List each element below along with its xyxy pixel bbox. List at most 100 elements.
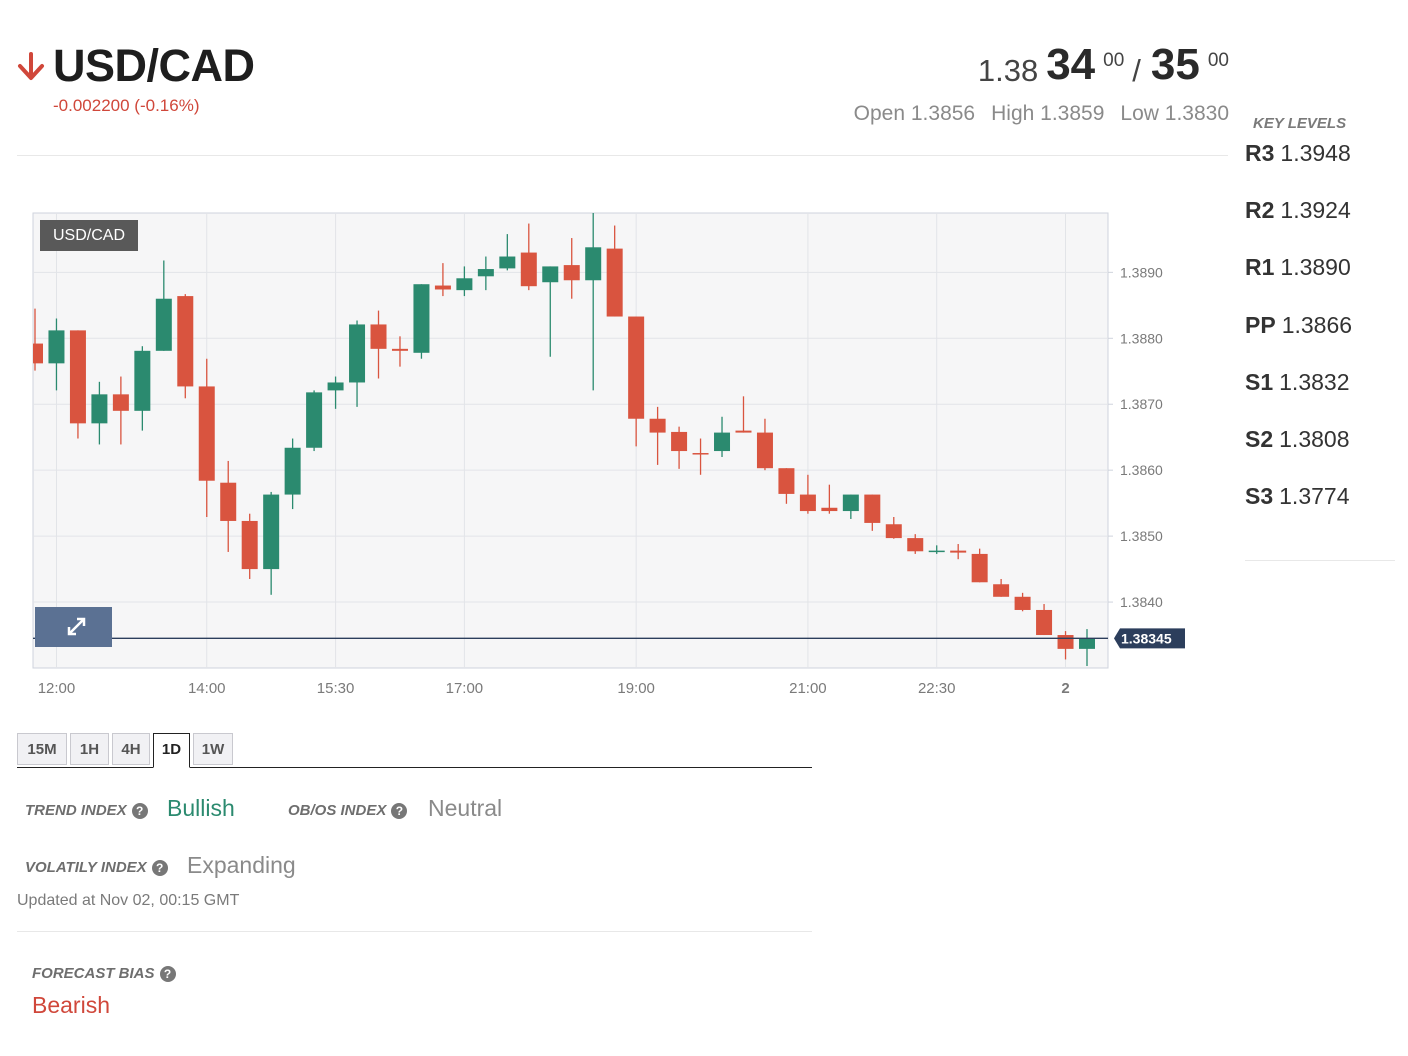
last-price-label: 1.38345	[1121, 630, 1172, 646]
candle-body	[33, 343, 43, 364]
candle-body	[950, 550, 967, 553]
candle-body	[198, 386, 215, 481]
candle-body	[563, 265, 580, 281]
bid-fraction: 00	[1103, 50, 1125, 71]
expand-icon[interactable]	[67, 617, 86, 636]
x-tick-label: 17:00	[446, 680, 484, 697]
candle-body	[735, 430, 752, 433]
key-level-label: R3	[1245, 140, 1275, 166]
candle-body	[391, 348, 408, 351]
help-icon[interactable]: ?	[131, 802, 148, 819]
y-tick-label: 1.3890	[1120, 264, 1163, 280]
ask-fraction: 00	[1207, 50, 1229, 71]
candle-body	[327, 382, 344, 391]
trend-value: Bullish	[167, 795, 235, 821]
trend-index: TREND INDEX?	[25, 802, 148, 819]
x-tick-label: 12:00	[38, 680, 76, 697]
candle-body	[1014, 596, 1031, 610]
candle-body	[585, 247, 602, 281]
plot-area	[32, 212, 1109, 669]
candle-body	[349, 324, 366, 383]
candle-body	[284, 447, 301, 495]
candle-body	[413, 284, 430, 353]
candle-body	[928, 550, 945, 553]
chart: 1.3840 1.3850 1.3860 1.3870 1.3880 1.3890 12:0…	[32, 212, 1185, 697]
timeframe-tab[interactable]: 1W	[193, 733, 233, 765]
separator: /	[1132, 53, 1141, 88]
bid-pips: 34	[1046, 40, 1096, 89]
obos-value: Neutral	[428, 795, 503, 821]
help-icon[interactable]: ?	[391, 802, 408, 819]
volatility-label: VOLATILY INDEX	[25, 859, 147, 876]
expand-button-bg[interactable]	[35, 607, 112, 647]
candle-body	[306, 392, 323, 448]
help-icon[interactable]: ?	[151, 859, 168, 876]
chart-title: USD/CAD	[53, 227, 125, 244]
candle-body	[907, 538, 924, 552]
candle-body	[649, 418, 666, 433]
candle-body	[69, 330, 86, 424]
candle-body	[241, 520, 258, 570]
candle-body	[520, 252, 537, 287]
key-level: S3 1.3774	[1245, 483, 1350, 510]
chart-badge	[40, 220, 138, 251]
key-level-value: 1.3866	[1281, 311, 1353, 338]
candle-body	[756, 432, 773, 469]
timeframe-tab[interactable]: 1D	[153, 733, 190, 768]
candle-body	[434, 285, 451, 290]
candle-body	[177, 296, 194, 387]
ohlc-item: Low 1.3830	[1120, 102, 1229, 126]
candle-body	[993, 584, 1010, 597]
key-level-value: 1.3832	[1279, 368, 1350, 395]
candle-body	[628, 316, 645, 419]
key-level-value: 1.3890	[1280, 254, 1351, 281]
candle-body	[134, 350, 151, 411]
ohlc-item: Open 1.3856	[854, 102, 975, 126]
candle-body	[1079, 638, 1095, 649]
timeframe-tab[interactable]: 4H	[112, 733, 150, 765]
updated-at: Updated at Nov 02, 00:15 GMT	[17, 892, 240, 909]
last-price-badge	[1114, 628, 1185, 649]
x-tick-label: 21:00	[789, 680, 827, 697]
candle-body	[220, 482, 237, 521]
timeframe-tabs: 15M 1H 4H 1D 1W	[17, 733, 812, 768]
candle-body	[456, 278, 473, 291]
x-tick-label: 2	[1061, 680, 1069, 697]
key-level: R3 1.3948	[1245, 140, 1351, 167]
obos-label: OB/OS INDEX	[288, 802, 387, 819]
x-tick-label: 15:30	[317, 680, 355, 697]
candle-body	[885, 524, 902, 539]
candle-body	[91, 394, 108, 424]
candle-body	[1057, 635, 1074, 649]
divider	[1245, 560, 1395, 561]
volatility-index: VOLATILY INDEX?	[25, 859, 168, 876]
y-tick-label: 1.3850	[1120, 528, 1163, 544]
candle-body	[499, 256, 516, 269]
candle-body	[799, 494, 816, 512]
candle-body	[971, 553, 988, 583]
divider	[17, 931, 812, 932]
expand-button[interactable]	[35, 607, 112, 647]
candle-body	[842, 494, 859, 512]
candle-body	[714, 432, 731, 452]
key-level-label: S3	[1245, 483, 1274, 510]
key-level-value: 1.3774	[1279, 483, 1350, 510]
candle-body	[606, 248, 623, 317]
candle-body	[692, 453, 709, 455]
candle-body	[477, 269, 494, 277]
obos-index: OB/OS INDEX?	[288, 802, 408, 819]
ohlc-label: High	[991, 102, 1035, 125]
x-tick-label: 22:30	[918, 680, 956, 697]
key-level-value: 1.3948	[1280, 140, 1351, 166]
timeframe-tab[interactable]: 1H	[70, 733, 109, 765]
key-level: S2 1.3808	[1245, 426, 1350, 453]
candle-body	[155, 298, 172, 351]
candle-body	[864, 494, 881, 523]
help-icon[interactable]: ?	[159, 965, 176, 982]
y-tick-label: 1.3870	[1120, 396, 1163, 412]
candle-body	[778, 468, 795, 494]
symbol: USD/CAD	[53, 40, 255, 91]
timeframe-tab[interactable]: 15M	[17, 733, 67, 765]
y-tick-label: 1.3880	[1120, 330, 1163, 346]
